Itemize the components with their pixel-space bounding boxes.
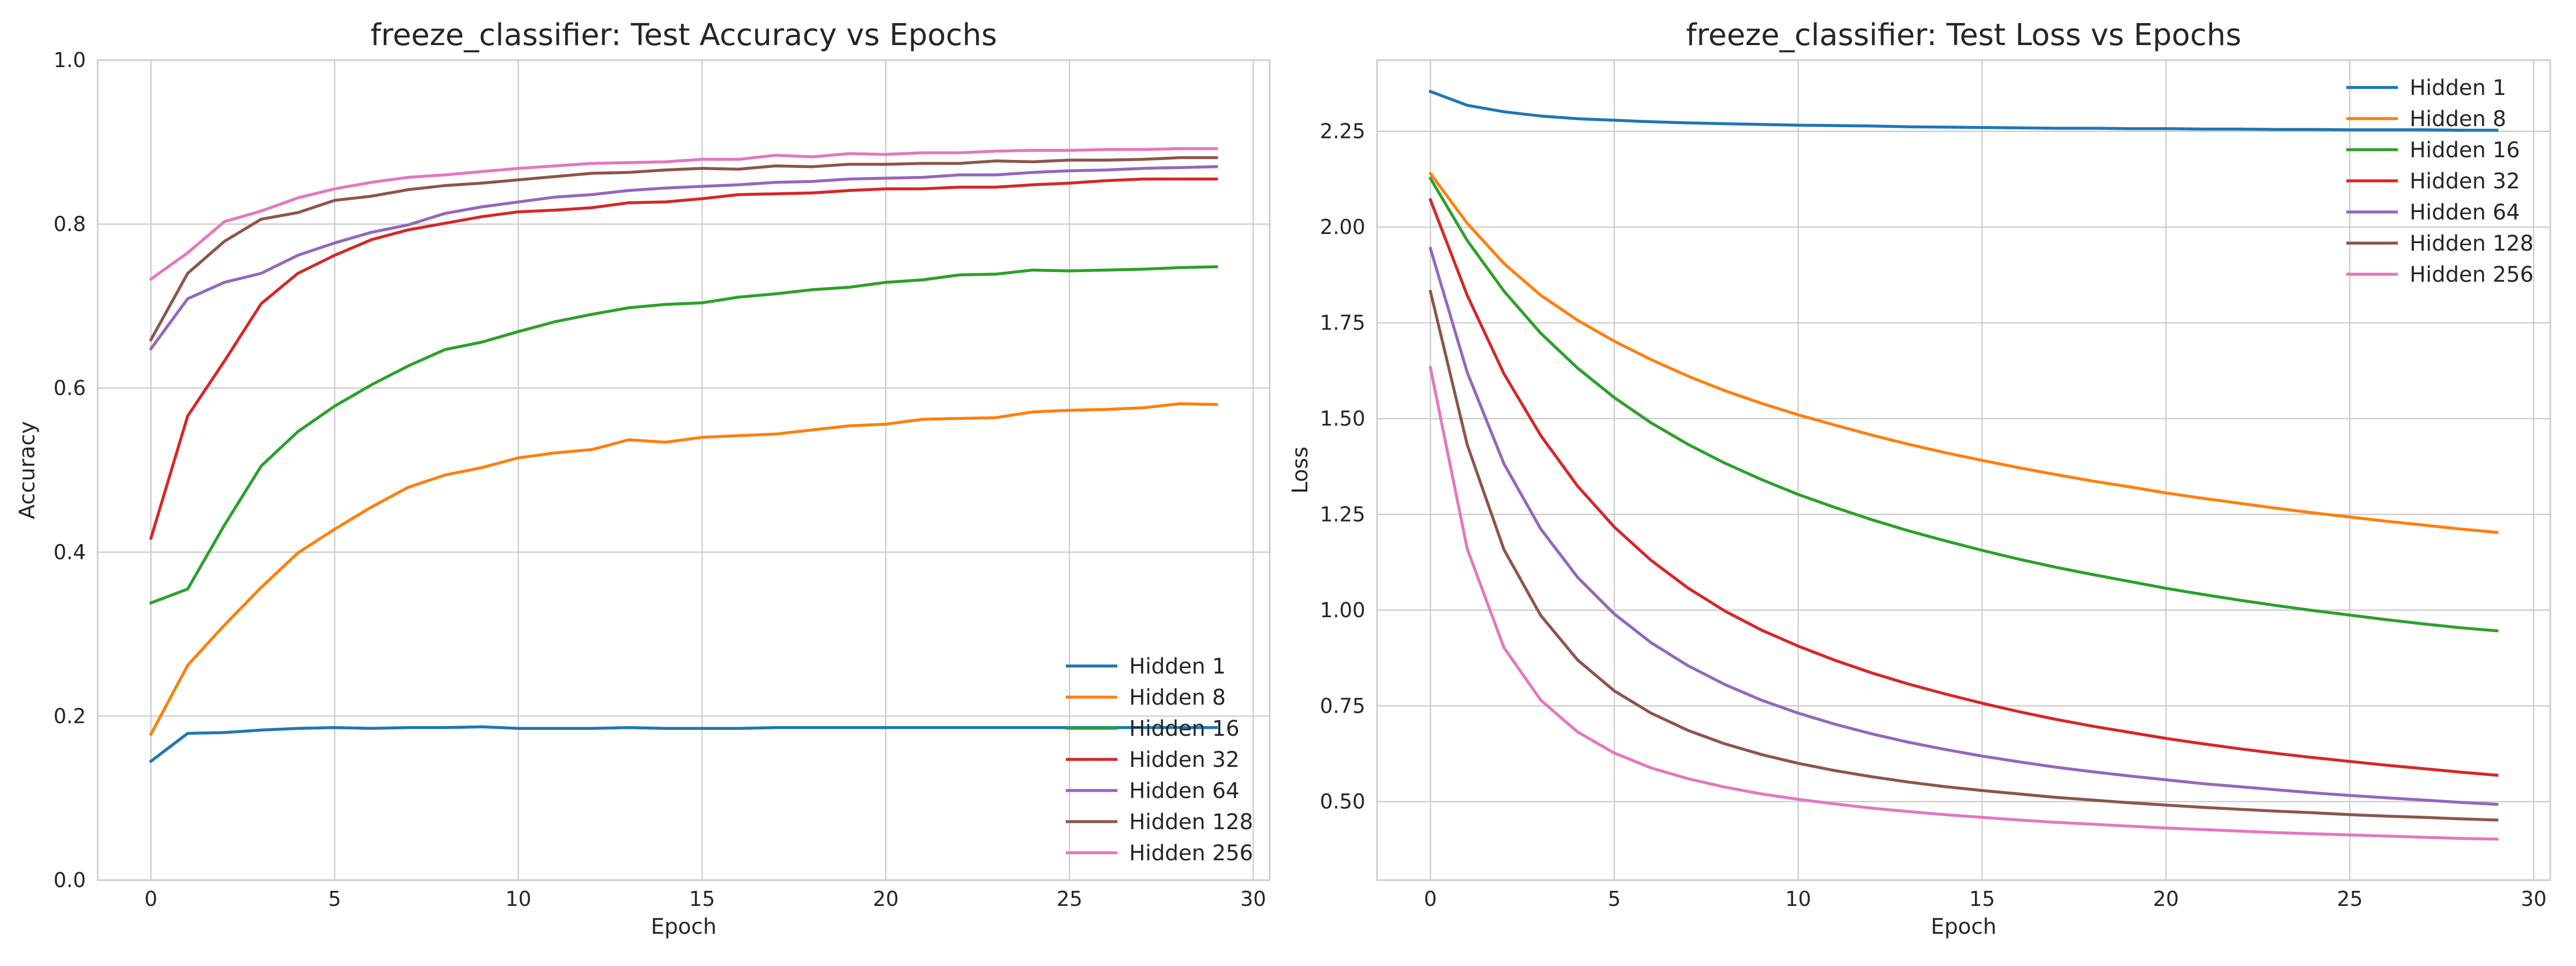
chart-title: freeze_classifier: Test Accuracy vs Epoc… (370, 18, 997, 53)
plot-frame (1376, 59, 2551, 881)
x-tick-label: 15 (689, 887, 715, 911)
legend-label: Hidden 8 (1129, 685, 1226, 710)
series-line (149, 147, 1218, 281)
y-tick-label: 0.50 (1320, 790, 1365, 814)
plot-area (98, 60, 1270, 880)
series-line (1428, 246, 2499, 806)
y-axis-label: Accuracy (15, 421, 40, 519)
loss-chart: 0 5 10 15 20 25 30 0.50 0.75 1.00 1.25 1.50 1.75 2.00… (1288, 18, 2551, 939)
series-line (1428, 197, 2499, 777)
x-tick-label: 0 (144, 887, 157, 911)
x-tick-label: 10 (506, 887, 531, 911)
x-tick-label: 15 (1969, 887, 1995, 911)
plot-area (1377, 60, 2550, 880)
x-tick-label: 25 (1057, 887, 1082, 911)
x-tick-label: 5 (328, 887, 341, 911)
legend-label: Hidden 256 (2410, 262, 2534, 287)
y-tick-label: 0.0 (54, 868, 86, 892)
legend-label: Hidden 64 (1129, 779, 1240, 803)
y-tick-label: 0.6 (54, 376, 86, 400)
series-line (149, 725, 1218, 764)
series-line (149, 265, 1218, 605)
series-line (1429, 365, 2499, 841)
y-tick-label: 1.25 (1320, 502, 1365, 526)
series-line (149, 165, 1218, 351)
legend-label: Hidden 128 (2410, 231, 2534, 256)
x-axis-label: Epoch (651, 914, 716, 939)
y-tick-label: 1.75 (1320, 311, 1365, 335)
y-tick-label: 0.4 (54, 540, 86, 564)
y-tick-label: 1.50 (1320, 407, 1365, 430)
series-line (149, 402, 1218, 736)
accuracy-chart: 0 5 10 15 20 25 30 0.0 0.2 0.4 0.6 0.8 1.0 freeze_cla… (15, 18, 1271, 939)
x-axis-label: Epoch (1931, 914, 1996, 939)
series-line (149, 177, 1218, 540)
y-tick-label: 1.00 (1320, 598, 1365, 622)
legend-label: Hidden 256 (1129, 841, 1253, 866)
y-axis-label: Loss (1288, 447, 1313, 494)
legend-label: Hidden 64 (2410, 200, 2520, 225)
series-line (1428, 176, 2499, 633)
x-tick-label: 30 (1240, 887, 1266, 911)
x-tick-label: 10 (1785, 887, 1811, 911)
y-tick-label: 0.8 (54, 213, 86, 236)
legend-label: Hidden 1 (1129, 654, 1226, 679)
chart-title: freeze_classifier: Test Loss vs Epochs (1686, 18, 2242, 53)
legend-label: Hidden 32 (1129, 748, 1240, 772)
x-tick-label: 20 (2153, 887, 2179, 911)
series-line (149, 156, 1218, 342)
legend: Hidden 1 Hidden 8 Hidden 16 Hidden 32 Hidden… (2346, 76, 2534, 287)
x-tick-label: 0 (1424, 887, 1437, 911)
x-tick-label: 5 (1608, 887, 1621, 911)
series-line (1429, 289, 2499, 822)
legend-label: Hidden 16 (1129, 716, 1240, 741)
legend-label: Hidden 8 (2410, 107, 2506, 131)
legend-label: Hidden 1 (2410, 76, 2506, 100)
x-tick-label: 20 (873, 887, 898, 911)
y-tick-label: 1.0 (54, 48, 86, 72)
y-tick-label: 0.2 (54, 704, 86, 728)
x-tick-label: 30 (2521, 887, 2546, 911)
series-line (1428, 171, 2499, 534)
legend-label: Hidden 16 (2410, 138, 2520, 163)
y-tick-label: 2.00 (1320, 215, 1365, 239)
y-tick-label: 2.25 (1320, 120, 1365, 143)
y-tick-label: 0.75 (1320, 694, 1365, 718)
x-tick-label: 25 (2337, 887, 2362, 911)
legend-label: Hidden 32 (2410, 169, 2520, 194)
legend: Hidden 1 Hidden 8 Hidden 16 Hidden 32 Hidden… (1066, 654, 1253, 866)
plot-frame (97, 59, 1271, 881)
series-line (1428, 89, 2499, 132)
legend-label: Hidden 128 (1129, 810, 1253, 835)
